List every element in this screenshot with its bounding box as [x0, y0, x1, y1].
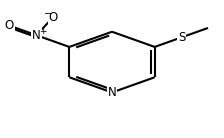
Text: −: −	[44, 9, 53, 19]
Text: N: N	[108, 86, 116, 99]
Text: O: O	[49, 11, 58, 24]
Text: +: +	[39, 27, 46, 36]
Text: S: S	[178, 31, 185, 44]
Text: O: O	[4, 19, 14, 32]
Text: N: N	[32, 29, 41, 42]
